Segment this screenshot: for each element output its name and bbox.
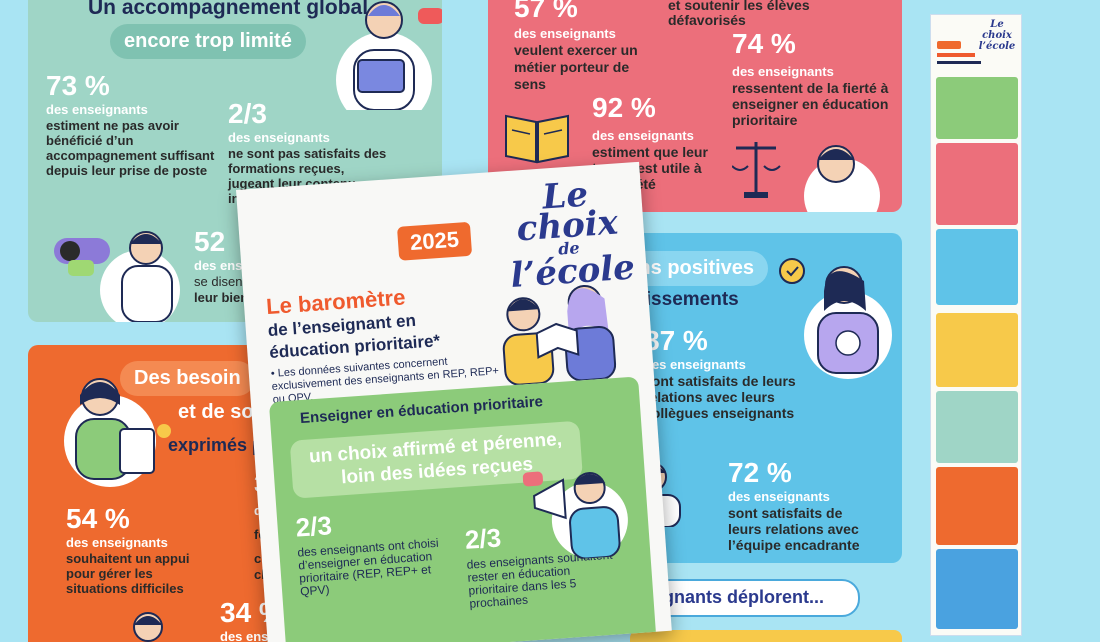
pink-stat1-lead: des enseignants bbox=[514, 26, 616, 41]
woman-toggle-illustration bbox=[54, 231, 180, 322]
blue-stat2-value: 72 % bbox=[728, 457, 792, 488]
orange-stat1-text: souhaitent un appui pour gérer les situa… bbox=[66, 551, 190, 596]
teal-title-pill: encore trop limité bbox=[110, 24, 306, 59]
panel-accompagnement: Un accompagnement global encore trop lim… bbox=[28, 0, 442, 322]
person-head-illustration bbox=[133, 612, 163, 642]
blue-stat2-text: sont satisfaits de leurs relations avec … bbox=[728, 505, 860, 553]
blue-stat1-value: 87 % bbox=[644, 325, 708, 356]
teal-stat1-lead: des enseignants bbox=[46, 102, 148, 117]
thumb-section-blue-2 bbox=[936, 549, 1018, 629]
woman-medal-illustration bbox=[779, 258, 892, 379]
poster-stat1-text: des enseignants ont choisi d’enseigner e… bbox=[296, 535, 440, 599]
poster-stat2-value: 2/3 bbox=[463, 522, 503, 555]
pink-stat3-value: 92 % bbox=[592, 92, 656, 123]
woman-tablet-illustration bbox=[64, 378, 171, 487]
orange-title-line2: et de so bbox=[178, 401, 254, 423]
pink-stat2-text: ressentent de la fierté à enseigner en é… bbox=[732, 80, 889, 128]
thumb-section-blue bbox=[936, 229, 1018, 305]
pink-stat1-value: 57 % bbox=[514, 0, 578, 23]
thumb-logo: Le choix l’école bbox=[978, 19, 1016, 52]
teachers-book-illustration bbox=[502, 284, 617, 386]
pink-stat2-value: 74 % bbox=[732, 28, 796, 59]
panel-yellow-next bbox=[630, 630, 902, 642]
thumb-section-teal bbox=[936, 391, 1018, 463]
teal-stat3-value: 52 bbox=[194, 226, 226, 257]
thumb-section-pink bbox=[936, 143, 1018, 225]
orange-title-line3: exprimés p bbox=[168, 435, 264, 455]
thumb-title-bar bbox=[937, 53, 975, 57]
section-enseigner: Enseigner en éducation prioritaire un ch… bbox=[268, 376, 657, 642]
thumb-section-orange bbox=[936, 467, 1018, 545]
teal-stat2-lead: des enseignants bbox=[228, 130, 330, 145]
orange-stat1-lead: des enseignants bbox=[66, 535, 168, 550]
thumb-section-yellow bbox=[936, 313, 1018, 387]
pink-stat1-text: veulent exercer un métier porteur de sen… bbox=[514, 42, 638, 92]
panel-motivations: et soutenir les élèves défavorisés 57 % … bbox=[488, 0, 902, 212]
pink-top-text: et soutenir les élèves défavorisés bbox=[668, 0, 810, 28]
open-book-icon bbox=[505, 114, 569, 164]
orange-stat2-lead: des ense bbox=[220, 629, 276, 642]
orange-title-line1: Des besoin bbox=[120, 361, 255, 396]
scales-man-illustration bbox=[732, 142, 880, 212]
poster-front: 2025 Le choix de l’école Le baromètre de… bbox=[236, 161, 672, 642]
man-briefcase-illustration bbox=[336, 1, 442, 110]
pink-stat2-lead: des enseignants bbox=[732, 64, 834, 79]
orange-stat1-value: 54 % bbox=[66, 503, 130, 534]
teal-title-line1: Un accompagnement global bbox=[88, 0, 369, 19]
poster-stat1-value: 2/3 bbox=[294, 510, 333, 543]
thumb-badge bbox=[937, 41, 961, 49]
teal-stat2-value: 2/3 bbox=[228, 98, 267, 129]
thumb-section-green bbox=[936, 77, 1018, 139]
blue-stat1-lead: des enseignants bbox=[644, 357, 746, 372]
teal-stat1-value: 73 % bbox=[46, 70, 110, 101]
teal-stat3-line2: se disen bbox=[194, 274, 243, 289]
teal-stat1-text: estiment ne pas avoir bénéficié d’un acc… bbox=[46, 118, 215, 178]
blue-stat2-lead: des enseignants bbox=[728, 489, 830, 504]
thumb-subtitle-bar bbox=[937, 61, 981, 64]
blue-stat1-text: sont satisfaits de leurs relations avec … bbox=[644, 373, 796, 421]
pink-stat3-lead: des enseignants bbox=[592, 128, 694, 143]
year-badge: 2025 bbox=[396, 221, 473, 261]
teal-stat3-line3: leur bien bbox=[194, 290, 249, 305]
thumbnail-preview[interactable]: Le choix l’école bbox=[930, 14, 1022, 636]
megaphone-man-illustration bbox=[522, 471, 628, 560]
teal-stat3-lead: des ens bbox=[194, 258, 243, 273]
section-title: Enseigner en éducation prioritaire bbox=[299, 393, 544, 428]
